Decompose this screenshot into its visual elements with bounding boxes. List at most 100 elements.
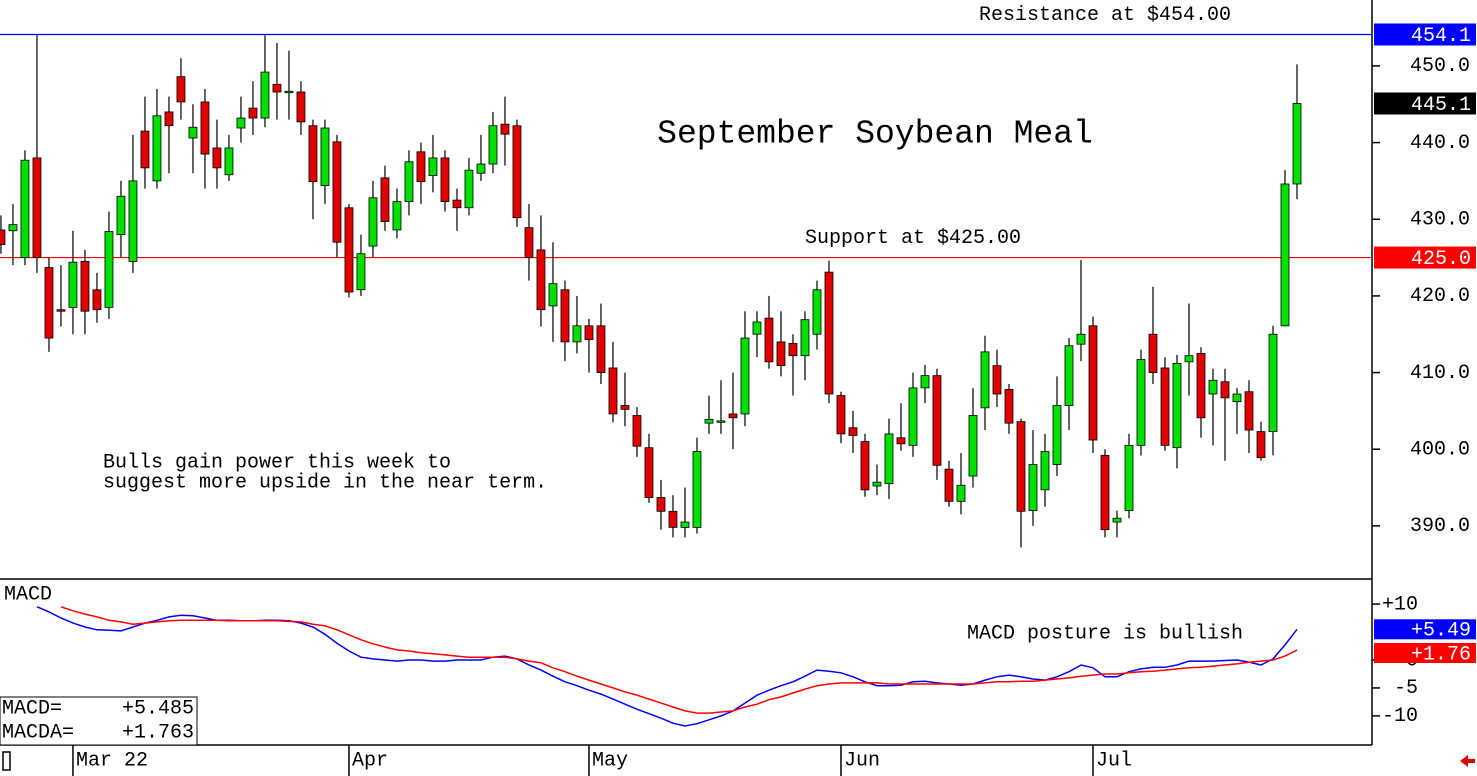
y-tick-label: 450.0 bbox=[1410, 55, 1470, 78]
candle-body bbox=[1268, 333, 1278, 432]
last-badge bbox=[1374, 92, 1476, 115]
candle-body bbox=[1184, 355, 1194, 363]
y-tick-label: 410.0 bbox=[1410, 362, 1470, 385]
scroll-arrow bbox=[1460, 755, 1475, 767]
candle-body bbox=[356, 253, 366, 291]
candle-body bbox=[1136, 359, 1146, 446]
y-tick-label: +10 bbox=[1382, 593, 1418, 616]
candle-body bbox=[1280, 183, 1290, 327]
candle-body bbox=[1172, 362, 1182, 449]
x-tick-label: Apr bbox=[352, 749, 388, 772]
candle-body bbox=[572, 325, 582, 343]
candle-body bbox=[236, 117, 246, 129]
x-tick-label: May bbox=[592, 749, 628, 772]
candle-body bbox=[680, 521, 690, 528]
candle-body bbox=[800, 319, 810, 357]
candle-body bbox=[536, 249, 546, 311]
candle-body bbox=[1004, 389, 1014, 424]
candle-body bbox=[1148, 333, 1158, 373]
candle-body bbox=[248, 107, 258, 119]
readout-label: MACD= bbox=[2, 697, 62, 720]
candle-body bbox=[56, 309, 66, 312]
candle-body bbox=[212, 147, 222, 169]
level-badge-text: 425.0 bbox=[1411, 248, 1471, 271]
candle-body bbox=[1028, 464, 1038, 511]
candle-body bbox=[284, 90, 294, 94]
candle-body bbox=[188, 126, 198, 139]
candle-body bbox=[956, 484, 966, 502]
candle-body bbox=[716, 420, 726, 423]
candle-body bbox=[632, 415, 642, 447]
candle-body bbox=[1220, 381, 1230, 399]
candle-body bbox=[1244, 391, 1254, 431]
candle-body bbox=[908, 387, 918, 446]
candle-body bbox=[884, 433, 894, 485]
candle-body bbox=[416, 151, 426, 183]
candle-body bbox=[1232, 393, 1242, 403]
candle-body bbox=[164, 111, 174, 127]
level-label: Support at $425.00 bbox=[805, 227, 1021, 250]
candle-body bbox=[896, 437, 906, 445]
candle-body bbox=[512, 125, 522, 219]
candle-body bbox=[668, 510, 678, 528]
candle-body bbox=[392, 201, 402, 231]
candle-body bbox=[992, 365, 1002, 395]
candle-body bbox=[776, 341, 786, 367]
candle-body bbox=[440, 157, 450, 203]
candle-body bbox=[1052, 405, 1062, 465]
candle-body bbox=[1040, 451, 1050, 491]
candle-body bbox=[80, 261, 90, 312]
candle-body bbox=[1160, 367, 1170, 446]
candle-body bbox=[8, 224, 18, 232]
candle-body bbox=[1064, 345, 1074, 406]
candle-body bbox=[404, 161, 414, 203]
candle-body bbox=[728, 413, 738, 419]
last-badge-text: 445.1 bbox=[1411, 94, 1471, 117]
candle-body bbox=[584, 325, 594, 340]
candle-body bbox=[368, 197, 378, 247]
x-tick-label: Jun bbox=[844, 749, 880, 772]
candle-body bbox=[1124, 444, 1134, 511]
candle-body bbox=[68, 261, 78, 308]
scroll-icon bbox=[2, 751, 11, 771]
candle-body bbox=[1112, 517, 1122, 523]
candle-body bbox=[1088, 325, 1098, 441]
y-tick-label: 430.0 bbox=[1410, 209, 1470, 232]
candle-body bbox=[260, 71, 270, 119]
candle-body bbox=[140, 130, 150, 169]
candle-body bbox=[44, 267, 54, 339]
candle-body bbox=[452, 199, 462, 209]
candle-body bbox=[944, 468, 954, 502]
y-tick-label: 400.0 bbox=[1410, 438, 1470, 461]
candle-body bbox=[824, 271, 834, 395]
candle-body bbox=[560, 289, 570, 343]
level-badge bbox=[1374, 23, 1476, 46]
x-tick-label: Mar 22 bbox=[76, 749, 148, 772]
candle-body bbox=[272, 83, 282, 93]
candle-body bbox=[380, 177, 390, 222]
candle-body bbox=[608, 367, 618, 415]
candle-body bbox=[20, 159, 30, 258]
candle-body bbox=[200, 101, 210, 155]
candle-body bbox=[428, 157, 438, 176]
candle-body bbox=[0, 229, 6, 245]
candle-body bbox=[812, 289, 822, 335]
y-tick-label: 420.0 bbox=[1410, 285, 1470, 308]
candle-body bbox=[848, 427, 858, 436]
candle-body bbox=[920, 375, 930, 389]
candle-body bbox=[836, 395, 846, 435]
candle-body bbox=[92, 289, 102, 311]
candle-body bbox=[1256, 431, 1266, 459]
candle-body bbox=[1076, 333, 1086, 345]
candle-body bbox=[1016, 421, 1026, 512]
y-tick-label: -10 bbox=[1382, 705, 1418, 728]
readout-value: +1.763 bbox=[122, 721, 194, 744]
candle-body bbox=[320, 127, 330, 186]
note-line: suggest more upside in the near term. bbox=[103, 471, 547, 494]
candle-body bbox=[932, 375, 942, 466]
candle-body bbox=[476, 163, 486, 174]
macd-line bbox=[60, 606, 1298, 714]
candle-body bbox=[548, 283, 558, 307]
